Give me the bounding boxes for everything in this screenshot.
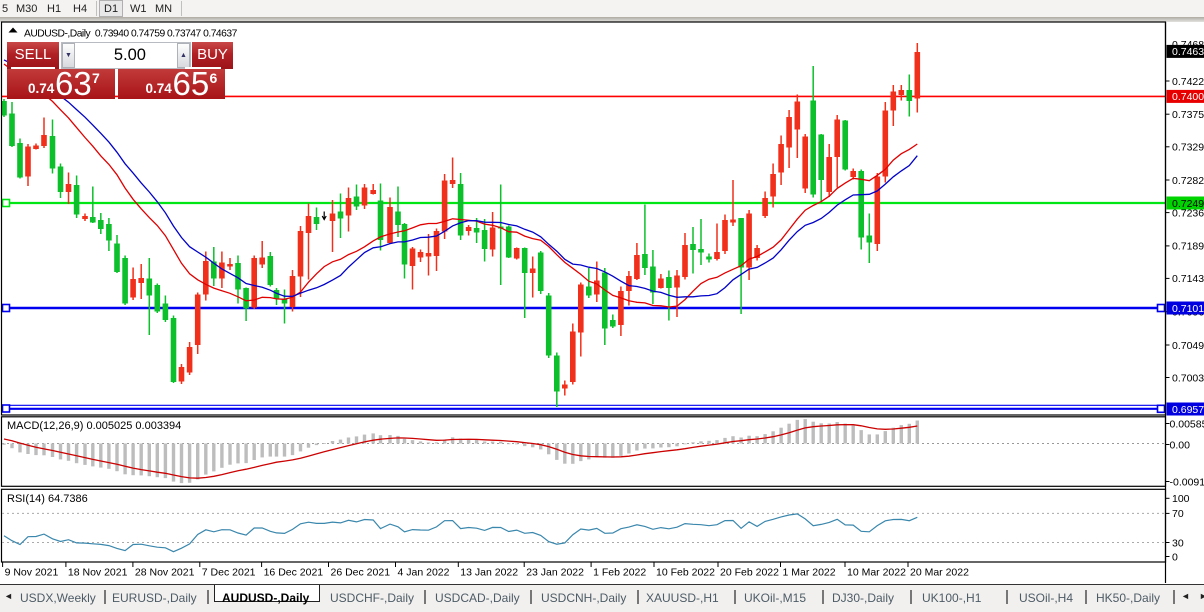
svg-text:16 Dec 2021: 16 Dec 2021 — [264, 567, 324, 579]
svg-text:1 Feb 2022: 1 Feb 2022 — [593, 567, 646, 579]
svg-text:RSI(14) 64.7386: RSI(14) 64.7386 — [7, 493, 88, 505]
svg-text:MACD(12,26,9) 0.005025 0.00339: MACD(12,26,9) 0.005025 0.003394 — [7, 420, 181, 432]
svg-text:AUDUSD-,Daily 0.73940 0.74759: AUDUSD-,Daily 0.73940 0.74759 0.73747 0.… — [24, 29, 238, 40]
svg-text:0.00: 0.00 — [1170, 439, 1191, 451]
svg-text:0.69574: 0.69574 — [1172, 404, 1204, 416]
svg-text:10 Feb 2022: 10 Feb 2022 — [656, 567, 715, 579]
svg-text:0.72491: 0.72491 — [1172, 198, 1204, 210]
svg-text:30: 30 — [1172, 537, 1184, 549]
svg-text:9 Nov 2021: 9 Nov 2021 — [5, 567, 59, 579]
svg-text:1 Mar 2022: 1 Mar 2022 — [783, 567, 836, 579]
svg-text:26 Dec 2021: 26 Dec 2021 — [331, 567, 391, 579]
svg-text:23 Jan 2022: 23 Jan 2022 — [526, 567, 584, 579]
svg-text:100: 100 — [1172, 493, 1190, 505]
svg-text:20 Feb 2022: 20 Feb 2022 — [720, 567, 779, 579]
svg-text:10 Mar 2022: 10 Mar 2022 — [847, 567, 906, 579]
svg-text:4 Jan 2022: 4 Jan 2022 — [398, 567, 450, 579]
svg-text:13 Jan 2022: 13 Jan 2022 — [460, 567, 518, 579]
svg-text:0.74002: 0.74002 — [1172, 91, 1204, 103]
svg-text:0.00585: 0.00585 — [1170, 418, 1204, 430]
svg-text:18 Nov 2021: 18 Nov 2021 — [68, 567, 128, 579]
svg-text:0: 0 — [1172, 551, 1178, 563]
svg-text:0.71013: 0.71013 — [1172, 303, 1204, 315]
svg-text:28 Nov 2021: 28 Nov 2021 — [135, 567, 195, 579]
svg-text:7 Dec 2021: 7 Dec 2021 — [202, 567, 256, 579]
svg-text:0.74637: 0.74637 — [1172, 46, 1204, 58]
svg-text:-0.00918: -0.00918 — [1170, 476, 1204, 488]
svg-text:20 Mar 2022: 20 Mar 2022 — [910, 567, 969, 579]
svg-text:70: 70 — [1172, 508, 1184, 520]
